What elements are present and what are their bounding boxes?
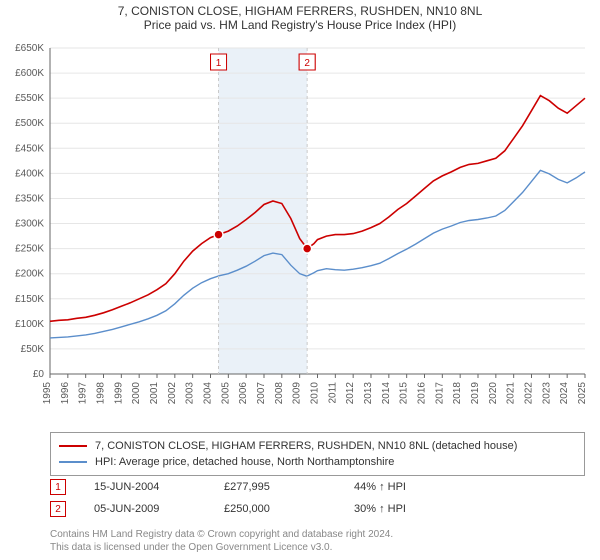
svg-text:£150K: £150K [15, 294, 44, 305]
chart-titles: 7, CONISTON CLOSE, HIGHAM FERRERS, RUSHD… [0, 0, 600, 32]
marker-row-2: 2 05-JUN-2009 £250,000 30% ↑ HPI [50, 498, 585, 520]
marker-table: 1 15-JUN-2004 £277,995 44% ↑ HPI 2 05-JU… [50, 476, 585, 520]
marker-badge-2: 2 [50, 501, 66, 517]
svg-text:2020: 2020 [488, 382, 499, 405]
marker-date-2: 05-JUN-2009 [94, 503, 224, 515]
svg-text:2008: 2008 [274, 382, 285, 405]
footer-line-2: This data is licensed under the Open Gov… [50, 541, 585, 554]
legend-row-1: 7, CONISTON CLOSE, HIGHAM FERRERS, RUSHD… [59, 438, 576, 454]
chart-footer: Contains HM Land Registry data © Crown c… [50, 528, 585, 554]
svg-text:£100K: £100K [15, 319, 44, 330]
svg-text:2004: 2004 [203, 382, 214, 405]
svg-text:2006: 2006 [238, 382, 249, 405]
svg-text:2022: 2022 [524, 382, 535, 405]
footer-line-1: Contains HM Land Registry data © Crown c… [50, 528, 585, 541]
svg-text:1999: 1999 [113, 382, 124, 405]
svg-text:£550K: £550K [15, 93, 44, 104]
svg-text:2005: 2005 [220, 382, 231, 405]
svg-text:2024: 2024 [559, 382, 570, 405]
svg-text:£500K: £500K [15, 118, 44, 129]
svg-text:2013: 2013 [363, 382, 374, 405]
svg-text:2009: 2009 [292, 382, 303, 405]
legend-swatch-2 [59, 461, 87, 463]
svg-text:2: 2 [304, 58, 310, 69]
svg-text:£0: £0 [33, 369, 45, 380]
svg-text:1: 1 [216, 58, 222, 69]
chart-plot-area: £0£50K£100K£150K£200K£250K£300K£350K£400… [50, 44, 585, 424]
svg-text:2017: 2017 [434, 382, 445, 405]
svg-text:2002: 2002 [167, 382, 178, 405]
svg-text:1996: 1996 [60, 382, 71, 405]
chart-title-main: 7, CONISTON CLOSE, HIGHAM FERRERS, RUSHD… [0, 4, 600, 18]
marker-row-1: 1 15-JUN-2004 £277,995 44% ↑ HPI [50, 476, 585, 498]
svg-text:£50K: £50K [21, 344, 45, 355]
marker-delta-1: 44% ↑ HPI [354, 481, 406, 493]
svg-text:2025: 2025 [577, 382, 588, 405]
svg-text:2001: 2001 [149, 382, 160, 405]
legend-label-2: HPI: Average price, detached house, Nort… [95, 454, 394, 470]
legend-box: 7, CONISTON CLOSE, HIGHAM FERRERS, RUSHD… [50, 432, 585, 476]
marker-date-1: 15-JUN-2004 [94, 481, 224, 493]
svg-text:2023: 2023 [541, 382, 552, 405]
svg-text:2000: 2000 [131, 382, 142, 405]
svg-text:1995: 1995 [42, 382, 53, 405]
svg-text:2011: 2011 [327, 382, 338, 404]
svg-text:£600K: £600K [15, 68, 44, 79]
svg-text:2010: 2010 [310, 382, 321, 405]
chart-svg: £0£50K£100K£150K£200K£250K£300K£350K£400… [50, 44, 585, 424]
svg-text:£400K: £400K [15, 168, 44, 179]
svg-text:£450K: £450K [15, 143, 44, 154]
svg-text:1997: 1997 [78, 382, 89, 405]
chart-container: 7, CONISTON CLOSE, HIGHAM FERRERS, RUSHD… [0, 0, 600, 560]
chart-title-sub: Price paid vs. HM Land Registry's House … [0, 18, 600, 32]
svg-text:£250K: £250K [15, 244, 44, 255]
svg-text:2007: 2007 [256, 382, 267, 405]
svg-text:2003: 2003 [185, 382, 196, 405]
marker-badge-1: 1 [50, 479, 66, 495]
legend-label-1: 7, CONISTON CLOSE, HIGHAM FERRERS, RUSHD… [95, 438, 517, 454]
svg-text:2012: 2012 [345, 382, 356, 405]
svg-text:2015: 2015 [399, 382, 410, 405]
svg-text:2016: 2016 [417, 382, 428, 405]
svg-text:2018: 2018 [452, 382, 463, 405]
svg-text:£350K: £350K [15, 193, 44, 204]
svg-text:£300K: £300K [15, 219, 44, 230]
svg-text:2014: 2014 [381, 382, 392, 405]
legend-swatch-1 [59, 445, 87, 447]
svg-text:2019: 2019 [470, 382, 481, 405]
marker-price-2: £250,000 [224, 503, 354, 515]
marker-price-1: £277,995 [224, 481, 354, 493]
svg-text:2021: 2021 [506, 382, 517, 405]
svg-text:£200K: £200K [15, 269, 44, 280]
marker-delta-2: 30% ↑ HPI [354, 503, 406, 515]
svg-text:£650K: £650K [15, 43, 44, 54]
legend-row-2: HPI: Average price, detached house, Nort… [59, 454, 576, 470]
svg-text:1998: 1998 [96, 382, 107, 405]
